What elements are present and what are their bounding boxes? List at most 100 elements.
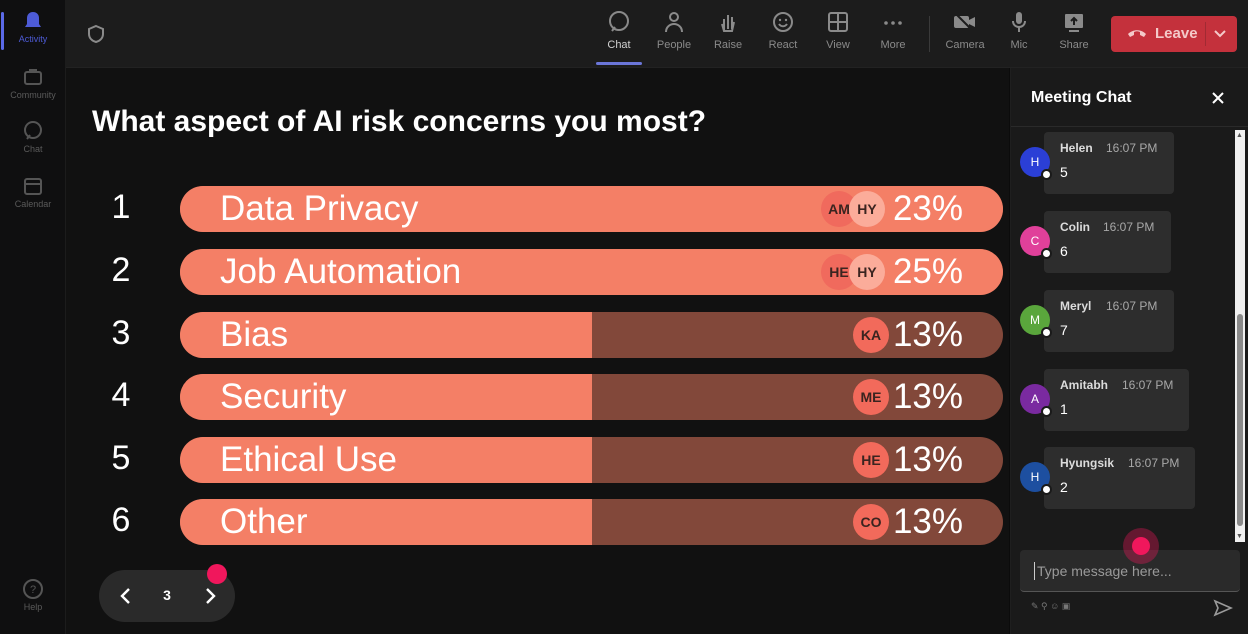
poll-option-rank: 1 bbox=[111, 188, 131, 226]
toolbar-share-label: Share bbox=[1059, 39, 1089, 51]
chat-sender-name: Meryl bbox=[1060, 299, 1092, 313]
voter-avatar: HY bbox=[849, 254, 885, 290]
poll-option-label: Bias bbox=[220, 315, 289, 354]
toolbar-react-label: React bbox=[768, 39, 798, 51]
poll-option-bar: Job Automation HE HY 25% bbox=[180, 249, 1003, 295]
scroll-down-icon[interactable]: ▼ bbox=[1236, 533, 1243, 540]
svg-text:✎ ⚲ ☺ ▣: ✎ ⚲ ☺ ▣ bbox=[1031, 601, 1070, 610]
toolbar-camera-label: Camera bbox=[945, 39, 985, 51]
close-icon[interactable] bbox=[1210, 90, 1226, 106]
send-icon[interactable] bbox=[1213, 599, 1233, 617]
poll-option-label: Ethical Use bbox=[220, 440, 398, 479]
rail-item-community[interactable]: Community bbox=[0, 66, 66, 100]
poll-stage: What aspect of AI risk concerns you most… bbox=[66, 68, 1009, 634]
chevron-left-icon[interactable] bbox=[117, 586, 135, 606]
toolbar-more-label: More bbox=[880, 39, 906, 51]
chat-title: Meeting Chat bbox=[1031, 89, 1132, 106]
help-icon: ? bbox=[23, 579, 43, 599]
rail-item-help[interactable]: ? Help bbox=[0, 578, 66, 612]
camera-off-icon bbox=[954, 12, 975, 32]
poll-option-row: 2 Job Automation HE HY 25% bbox=[66, 249, 1009, 295]
chat-message: Amitabh 16:07 PM 1 A bbox=[1011, 369, 1235, 433]
toolbar-camera-button[interactable]: Camera bbox=[940, 10, 990, 51]
rail-item-calendar[interactable]: Calendar bbox=[0, 175, 66, 209]
toolbar-view-label: View bbox=[826, 39, 850, 51]
chat-scrollbar[interactable]: ▲ ▼ bbox=[1235, 130, 1245, 542]
scroll-up-icon[interactable]: ▲ bbox=[1236, 132, 1243, 139]
people-icon bbox=[665, 12, 683, 33]
toolbar-more-button[interactable]: More bbox=[868, 10, 918, 51]
chevron-right-icon[interactable] bbox=[201, 586, 219, 606]
poll-option-bar: Ethical Use HE 13% bbox=[180, 437, 1003, 483]
chat-message-text: 7 bbox=[1060, 322, 1068, 338]
poll-question: What aspect of AI risk concerns you most… bbox=[92, 105, 707, 138]
raise-hand-icon bbox=[721, 15, 735, 32]
poll-option-label: Job Automation bbox=[220, 252, 462, 291]
rail-label-help: Help bbox=[23, 602, 43, 612]
chat-message-text: 1 bbox=[1060, 401, 1068, 417]
meeting-toolbar: Chat People Raise React View More Camera… bbox=[66, 0, 1248, 68]
toolbar-people-button[interactable]: People bbox=[649, 10, 699, 51]
chat-bubble: Amitabh 16:07 PM 1 bbox=[1044, 369, 1189, 431]
voter-avatar: CO bbox=[853, 504, 889, 540]
poll-option-fill bbox=[180, 312, 592, 358]
chat-timestamp: 16:07 PM bbox=[1122, 378, 1174, 392]
chat-message: Hyungsik 16:07 PM 2 H bbox=[1011, 447, 1235, 511]
voter-avatar: ME bbox=[853, 379, 889, 415]
voter-avatar: HY bbox=[849, 191, 885, 227]
poll-option-percent: 25% bbox=[892, 252, 963, 291]
rail-label-community: Community bbox=[10, 90, 56, 100]
poll-option-rank: 6 bbox=[111, 501, 131, 539]
chat-icon bbox=[609, 11, 629, 32]
grid-view-icon bbox=[828, 12, 848, 32]
meeting-chat-panel: Meeting Chat Helen 16:07 PM 5 H Colin 16:07 P… bbox=[1010, 68, 1248, 634]
poll-option-percent: 13% bbox=[892, 440, 963, 479]
poll-option-label: Data Privacy bbox=[220, 189, 419, 228]
toolbar-divider bbox=[929, 16, 930, 52]
message-input[interactable] bbox=[1034, 562, 1224, 580]
toolbar-react-button[interactable]: React bbox=[758, 10, 808, 51]
scroll-thumb[interactable] bbox=[1237, 314, 1243, 526]
smiley-icon bbox=[773, 12, 793, 32]
poll-option-label: Security bbox=[220, 377, 347, 416]
chat-bubble: Colin 16:07 PM 6 bbox=[1044, 211, 1171, 273]
presence-status-icon bbox=[1041, 169, 1052, 180]
toolbar-raise-button[interactable]: Raise bbox=[703, 10, 753, 51]
poll-option-fill bbox=[180, 374, 592, 420]
rail-item-activity[interactable]: Activity bbox=[0, 10, 66, 50]
bell-icon bbox=[25, 12, 41, 27]
poll-option-fill bbox=[180, 437, 592, 483]
toolbar-share-button[interactable]: Share bbox=[1049, 10, 1099, 51]
leave-button[interactable]: Leave bbox=[1111, 16, 1237, 52]
poll-option-bar: Data Privacy AM HY 23% bbox=[180, 186, 1003, 232]
poll-option-percent: 13% bbox=[892, 502, 963, 541]
calendar-icon bbox=[24, 178, 42, 195]
leave-label: Leave bbox=[1155, 25, 1198, 42]
poll-option-bar: Security ME 13% bbox=[180, 374, 1003, 420]
presence-status-icon bbox=[1041, 484, 1052, 495]
poll-option-bar: Bias KA 13% bbox=[180, 312, 1003, 358]
toolbar-people-label: People bbox=[656, 39, 692, 51]
toolbar-mic-button[interactable]: Mic bbox=[994, 10, 1044, 51]
chat-timestamp: 16:07 PM bbox=[1106, 299, 1158, 313]
formatting-tools-icon[interactable]: ✎ ⚲ ☺ ▣ bbox=[1031, 600, 1077, 610]
poll-option-bar: Other CO 13% bbox=[180, 499, 1003, 545]
chat-timestamp: 16:07 PM bbox=[1106, 141, 1158, 155]
poll-option-rank: 3 bbox=[111, 314, 131, 352]
toolbar-chat-button[interactable]: Chat bbox=[594, 10, 644, 65]
chat-sender-name: Colin bbox=[1060, 220, 1090, 234]
poll-option-percent: 23% bbox=[892, 189, 963, 228]
presence-status-icon bbox=[1041, 248, 1052, 259]
poll-option-fill bbox=[180, 499, 592, 545]
chat-timestamp: 16:07 PM bbox=[1128, 456, 1180, 470]
poll-option-percent: 13% bbox=[892, 315, 963, 354]
chat-icon bbox=[24, 121, 42, 140]
chat-message-text: 6 bbox=[1060, 243, 1068, 259]
cursor-dot bbox=[1132, 537, 1150, 555]
shield-icon[interactable] bbox=[86, 24, 106, 44]
chevron-down-icon[interactable] bbox=[1213, 26, 1227, 40]
toolbar-chat-label: Chat bbox=[607, 39, 631, 51]
message-compose-box[interactable] bbox=[1020, 550, 1240, 592]
rail-item-chat[interactable]: Chat bbox=[0, 120, 66, 154]
toolbar-view-button[interactable]: View bbox=[813, 10, 863, 51]
